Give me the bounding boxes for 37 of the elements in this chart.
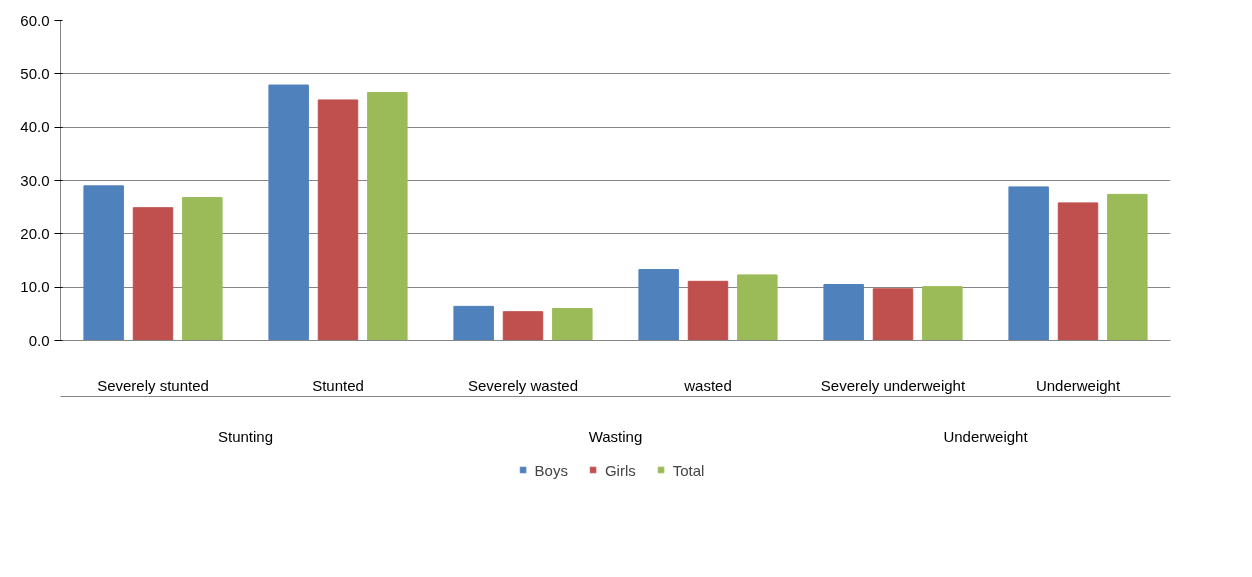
x-tick-label: Severely stunted	[97, 376, 209, 394]
x-tick-label: wasted	[683, 376, 732, 394]
text: Wasting	[588, 427, 643, 445]
y-tick-label: 60.0	[20, 11, 50, 29]
bar	[922, 286, 963, 341]
y-tick-label: 20.0	[20, 224, 50, 242]
x-tick-label: Severely wasted	[467, 376, 579, 394]
bar	[502, 311, 544, 341]
x-tick-label: Underweight	[1035, 376, 1121, 394]
legend-label: Total	[672, 461, 705, 478]
bar	[182, 197, 223, 341]
y-tick-label: 50.0	[20, 64, 50, 82]
bar	[1057, 202, 1099, 341]
bar	[872, 288, 914, 341]
x-tick-label: Stunted	[312, 376, 364, 394]
text: Underweight	[943, 427, 1029, 445]
bar	[132, 207, 174, 341]
bar	[1107, 193, 1148, 341]
bar	[1008, 186, 1049, 341]
bar	[453, 305, 494, 341]
bar	[823, 284, 864, 341]
bar	[552, 308, 593, 341]
bar	[638, 269, 679, 341]
legend-label: Girls	[604, 461, 636, 478]
bar	[268, 84, 309, 341]
bar	[737, 274, 778, 341]
bar	[367, 92, 408, 341]
text: Stunting	[217, 427, 274, 445]
bar	[83, 185, 124, 341]
y-tick-label: 40.0	[20, 118, 50, 136]
x-tick-label: Severely underweight	[820, 376, 966, 394]
bar	[687, 280, 729, 341]
y-tick-label: 10.0	[20, 278, 50, 296]
y-tick-label: 30.0	[20, 171, 50, 189]
y-tick-label: 0.0	[28, 331, 50, 349]
legend-label: Boys	[534, 461, 568, 478]
bar	[317, 99, 359, 341]
